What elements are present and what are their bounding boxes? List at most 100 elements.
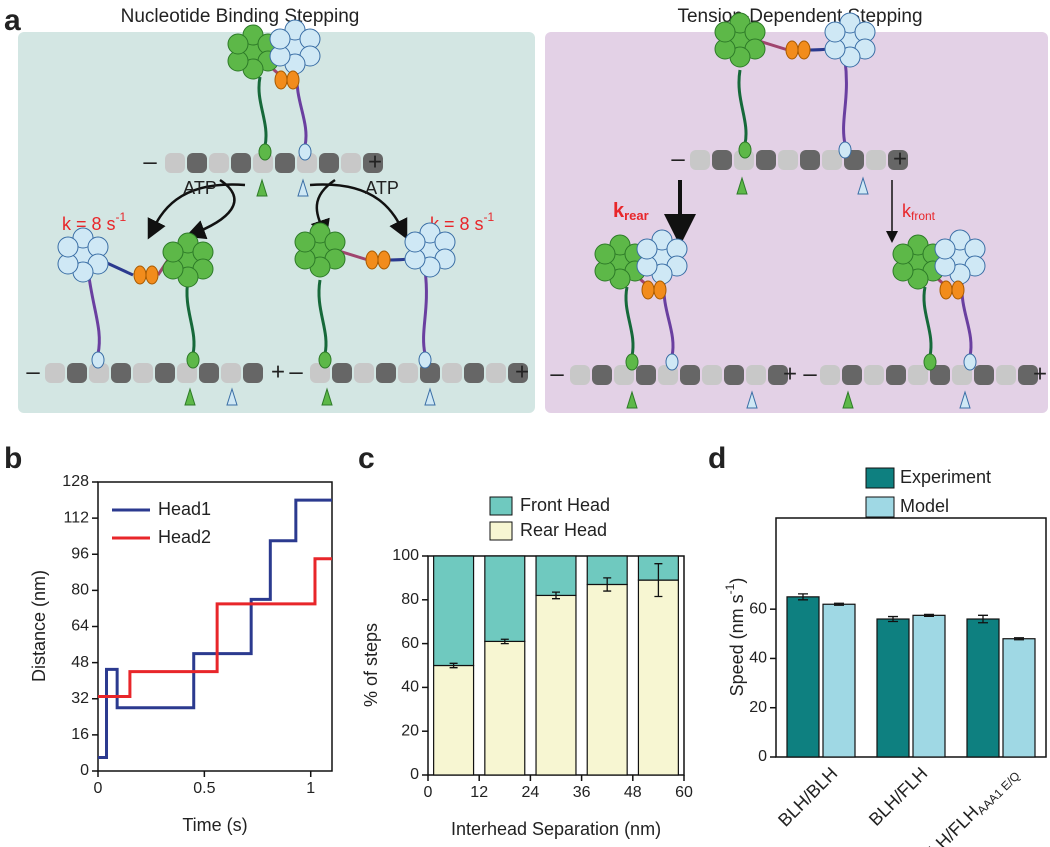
y-tick-label: 60 <box>401 635 419 652</box>
legend-swatch <box>489 521 513 541</box>
panel-a-right-bg <box>545 32 1048 413</box>
y-tick-label: 80 <box>71 582 89 599</box>
bar <box>966 618 1000 758</box>
legend-label: Head1 <box>158 499 211 519</box>
x-tick-label: BLH/BLH <box>774 763 841 830</box>
legend-label: Head2 <box>158 527 211 547</box>
y-tick-label: 80 <box>401 591 419 608</box>
bar-segment <box>433 664 475 776</box>
plus-end: + <box>783 360 797 387</box>
plus-end: + <box>515 358 529 385</box>
y-axis-label: % of steps <box>361 623 381 707</box>
y-tick-label: 60 <box>749 600 767 617</box>
bar <box>1002 638 1036 758</box>
category-text: BLH/FLH <box>865 763 931 829</box>
legend-swatch <box>865 496 895 518</box>
rate-text: k <box>902 201 912 221</box>
panel-title: Tension-Dependent Stepping <box>677 6 922 27</box>
bar <box>912 614 946 758</box>
panel-title: Nucleotide Binding Stepping <box>121 6 360 27</box>
plus-end: + <box>893 145 907 172</box>
x-tick-label: 0.5 <box>193 780 215 797</box>
x-tick-label: 0 <box>424 784 433 801</box>
bar-segment <box>586 583 628 776</box>
panel-label: c <box>358 442 375 475</box>
error-bar <box>449 662 458 669</box>
minus-end: – <box>803 360 817 387</box>
rate-label: kfront <box>902 201 936 223</box>
y-tick-label: 64 <box>71 618 89 635</box>
rate-sup: -1 <box>116 210 127 224</box>
rate-text: k <box>613 200 625 222</box>
bar-segment <box>433 555 475 667</box>
rate-text: k = 8 s <box>430 214 484 234</box>
bar-segment <box>637 579 679 776</box>
rate-label: krear <box>613 200 649 223</box>
bar <box>876 618 910 758</box>
y-tick-label: 48 <box>71 654 89 671</box>
plus-end: + <box>1033 360 1047 387</box>
y-axis-label: Speed (nm s-1) <box>723 578 747 697</box>
y-tick-label: 16 <box>71 726 89 743</box>
panel-a-left-bg <box>18 32 535 413</box>
minus-end: – <box>26 358 40 385</box>
panel-a-left: – + ATP ATP k = 8 s-1 k = 8 s-1 – + – + <box>26 20 529 406</box>
y-axis-label: Distance (nm) <box>29 570 49 682</box>
y-tick-label: 40 <box>401 679 419 696</box>
y-tick-label: 32 <box>71 690 89 707</box>
category-text: BLH/FLH <box>916 802 982 847</box>
x-tick-label: BLH/FLHAAA1 E/Q <box>916 763 1023 847</box>
bar-segment <box>535 555 577 597</box>
error-bar <box>1014 637 1024 641</box>
rate-label: k = 8 s-1 <box>430 210 495 234</box>
y-tick-label: 20 <box>749 699 767 716</box>
panel-label: a <box>4 4 21 37</box>
data-line <box>98 498 332 759</box>
y-tick-label: 40 <box>749 650 767 667</box>
legend-swatch <box>489 496 513 516</box>
minus-end: – <box>550 360 564 387</box>
x-tick-label: 24 <box>522 784 540 801</box>
y-tick-label: 0 <box>410 766 419 783</box>
y-tick-label: 100 <box>392 547 419 564</box>
arrow <box>309 183 408 240</box>
y-tick-label: 0 <box>80 762 89 779</box>
x-tick-label: 36 <box>573 784 591 801</box>
y-tick-label: 128 <box>62 473 89 490</box>
y-tick-label: 112 <box>63 509 89 526</box>
rate-sup: -1 <box>484 210 495 224</box>
panel-label: d <box>708 442 726 475</box>
rate-sub: front <box>911 209 936 223</box>
x-tick-label: 48 <box>624 784 642 801</box>
error-bar <box>834 602 844 606</box>
x-axis-label: Interhead Separation (nm) <box>451 819 661 839</box>
error-bar <box>888 615 898 623</box>
bar <box>786 596 820 758</box>
arrow <box>185 178 236 240</box>
x-tick-label: 60 <box>675 784 693 801</box>
error-bar <box>552 591 560 600</box>
rate-text: k = 8 s <box>62 214 116 234</box>
bar-segment <box>484 555 526 643</box>
category-text: BLH/BLH <box>774 763 841 830</box>
panel-a-right: – + krear kfront – + – + <box>550 13 1047 409</box>
rate-label: k = 8 s-1 <box>62 210 127 234</box>
y-axis-label-sup: -1 <box>723 583 737 594</box>
minus-end: – <box>289 358 303 385</box>
x-tick-label: 12 <box>470 784 488 801</box>
error-bar <box>978 614 988 624</box>
error-bar <box>603 577 612 592</box>
error-bar <box>654 563 663 598</box>
x-tick-label: 1 <box>306 780 315 797</box>
bar <box>822 603 856 758</box>
y-axis-label-text: Speed (nm s <box>727 594 747 696</box>
category-subscript: AAA1 E/Q <box>974 769 1023 818</box>
minus-end: – <box>143 148 157 175</box>
plus-end: + <box>271 358 285 385</box>
minus-end: – <box>671 145 685 172</box>
error-bar <box>500 638 509 645</box>
legend-swatch <box>865 467 895 489</box>
rate-sub: rear <box>624 208 649 223</box>
plus-end: + <box>368 148 382 175</box>
